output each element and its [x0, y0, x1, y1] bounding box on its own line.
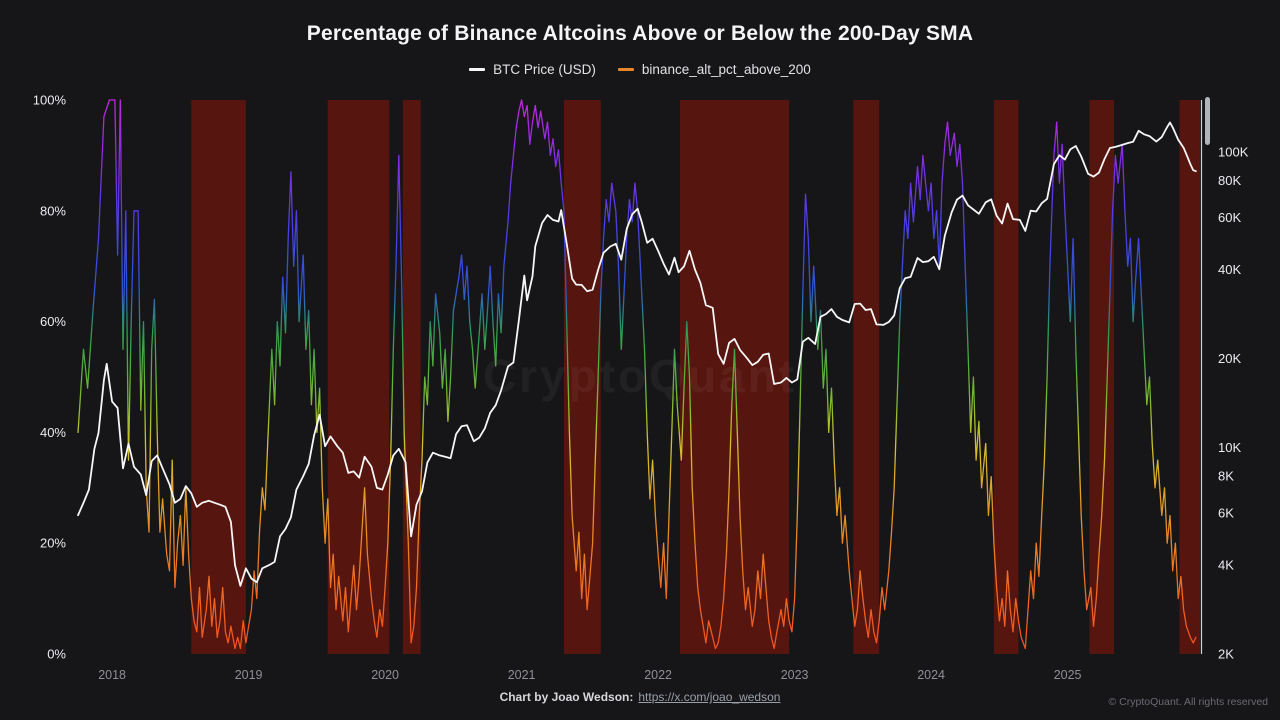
- copyright-notice: © CryptoQuant. All rights reserved: [1108, 696, 1268, 708]
- drawdown-band: [191, 100, 246, 654]
- x-axis-year-tick: 2024: [917, 668, 945, 682]
- legend-item-alt-pct[interactable]: binance_alt_pct_above_200: [617, 62, 811, 77]
- x-axis-year-tick: 2018: [98, 668, 126, 682]
- x-axis-year-tick: 2022: [644, 668, 672, 682]
- y-axis-right-tick: 40K: [1218, 262, 1241, 277]
- x-axis-year-tick: 2025: [1054, 668, 1082, 682]
- y-axis-right-tick: 6K: [1218, 506, 1234, 521]
- y-axis-right-tick: 60K: [1218, 210, 1241, 225]
- y-axis-left-tick: 80%: [40, 203, 66, 218]
- y-axis-left-tick: 40%: [40, 425, 66, 440]
- legend-item-btc-price[interactable]: BTC Price (USD): [469, 62, 596, 77]
- x-axis-year-tick: 2023: [781, 668, 809, 682]
- footer-credit: Chart by Joao Wedson: https://x.com/joao_…: [0, 690, 1280, 704]
- watermark: CryptoQuant: [483, 350, 797, 402]
- credit-author: Chart by Joao Wedson:: [499, 690, 634, 704]
- drawdown-band: [1089, 100, 1115, 654]
- y-axis-right-tick: 80K: [1218, 173, 1241, 188]
- alt-pct-line-swatch-icon: [617, 68, 634, 71]
- x-axis-year-tick: 2020: [371, 668, 399, 682]
- chart-legend: BTC Price (USD) binance_alt_pct_above_20…: [0, 62, 1280, 77]
- drawdown-band: [327, 100, 390, 654]
- y-axis-left-tick: 60%: [40, 314, 66, 329]
- author-link[interactable]: https://x.com/joao_wedson: [638, 690, 781, 704]
- y-axis-right-tick: 100K: [1218, 145, 1249, 160]
- y-axis-left-tick: 0%: [47, 647, 66, 662]
- y-axis-left-tick: 100%: [33, 93, 67, 108]
- drawdown-band: [993, 100, 1019, 654]
- y-axis-right-tick: 10K: [1218, 440, 1241, 455]
- y-axis-right-tick: 20K: [1218, 351, 1241, 366]
- x-axis-year-tick: 2021: [508, 668, 536, 682]
- altcoin-pct-line: [77, 99, 1197, 650]
- btc-price-line-swatch-icon: [469, 68, 486, 71]
- y-axis-right-tick: 2K: [1218, 647, 1234, 662]
- drawdown-band: [1179, 100, 1200, 654]
- btc-price-line: [77, 121, 1197, 587]
- y-axis-left-tick: 20%: [40, 536, 66, 551]
- x-axis-year-tick: 2019: [235, 668, 263, 682]
- legend-label-alt-pct: binance_alt_pct_above_200: [641, 62, 811, 77]
- drawdown-band: [679, 100, 790, 654]
- legend-label-btc-price: BTC Price (USD): [493, 62, 596, 77]
- drawdown-band: [402, 100, 421, 654]
- y-axis-right-tick: 8K: [1218, 469, 1234, 484]
- drawdown-band: [853, 100, 880, 654]
- chart-title: Percentage of Binance Altcoins Above or …: [306, 22, 974, 45]
- y-axis-right-tick: 4K: [1218, 558, 1234, 573]
- scrollbar-thumb[interactable]: [1205, 97, 1210, 145]
- drawdown-band: [563, 100, 601, 654]
